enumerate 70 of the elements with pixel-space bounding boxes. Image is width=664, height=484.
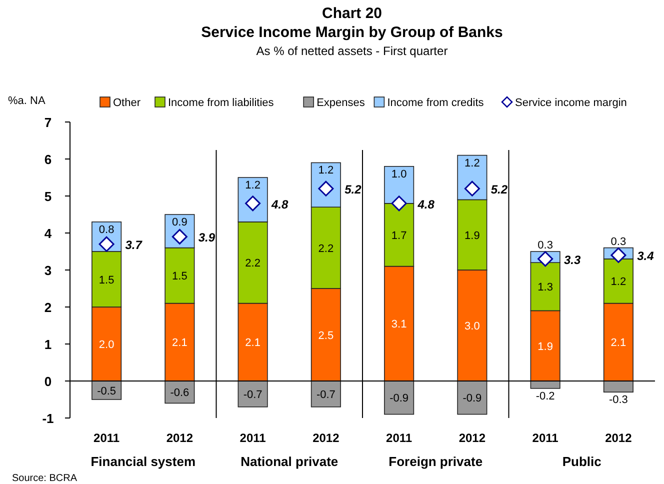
data-label: 1.2 xyxy=(610,276,626,288)
data-label: 3.1 xyxy=(391,318,407,331)
data-label: 3.7 xyxy=(125,238,144,252)
x-tick-label: 2011 xyxy=(240,431,266,445)
data-label: 0.3 xyxy=(610,236,626,248)
legend-label: Other xyxy=(113,97,141,109)
data-label: 1.7 xyxy=(391,230,407,242)
x-tick-label: 2011 xyxy=(386,431,412,445)
data-label: 2.0 xyxy=(98,339,114,351)
data-label: -0.9 xyxy=(462,392,482,405)
data-label: 1.5 xyxy=(98,274,114,286)
y-tick-label: 1 xyxy=(44,337,52,352)
data-label: 2.5 xyxy=(318,330,334,342)
data-label: 1.2 xyxy=(245,180,260,192)
data-label: 2.1 xyxy=(245,337,260,350)
data-label: 2.1 xyxy=(172,337,188,350)
data-label: 4.8 xyxy=(416,197,435,212)
data-label: 0.8 xyxy=(98,224,114,236)
data-label: 5.2 xyxy=(344,182,362,197)
chart-subtitle: As % of netted assets - First quarter xyxy=(256,44,448,58)
data-label: -0.5 xyxy=(97,385,116,398)
data-label: 1.3 xyxy=(538,282,553,294)
y-tick-label: 2 xyxy=(44,300,52,315)
x-tick-label: 2012 xyxy=(458,431,486,445)
y-tick-label: 7 xyxy=(44,115,52,130)
data-label: 3.4 xyxy=(637,249,654,264)
y-tick-label: 4 xyxy=(44,226,52,241)
data-label: -0.7 xyxy=(316,388,336,401)
y-axis-title: %a. NA xyxy=(8,95,46,107)
text: National private xyxy=(240,454,338,469)
x-tick-label: 2011 xyxy=(94,431,120,445)
y-tick-label: 5 xyxy=(44,189,52,204)
text: Public xyxy=(562,454,602,469)
data-label: 5.2 xyxy=(490,182,508,197)
text: Financial system xyxy=(90,454,196,469)
x-tick-label: 2012 xyxy=(312,431,340,445)
data-label: 3.0 xyxy=(464,320,480,332)
legend-label: Income from liabilities xyxy=(168,97,274,109)
data-label: 1.5 xyxy=(172,270,188,283)
y-tick-label: -1 xyxy=(42,411,54,426)
data-label: 1.0 xyxy=(391,168,407,180)
data-label: 3.3 xyxy=(564,252,581,267)
chart-title: Chart 20 Service Income Margin by Group of Banks xyxy=(201,5,503,41)
data-label: -0.3 xyxy=(608,394,628,406)
data-label: 3.9 xyxy=(198,230,216,245)
legend-label: Expenses xyxy=(316,97,366,109)
data-label: 0.9 xyxy=(172,216,188,228)
data-label: 1.9 xyxy=(538,340,553,353)
data-label: 1.9 xyxy=(464,230,480,242)
data-label: 0.3 xyxy=(538,240,553,252)
legend-label: Income from credits xyxy=(387,97,484,109)
source-note: Source: BCRA xyxy=(12,473,78,484)
data-label: 2.2 xyxy=(318,242,334,255)
y-tick-label: 3 xyxy=(44,263,52,278)
x-tick-label: 2011 xyxy=(532,431,559,445)
data-label: -0.6 xyxy=(170,387,190,400)
x-tick-label: 2012 xyxy=(605,431,632,445)
text: Foreign private xyxy=(388,454,483,469)
data-label: 4.8 xyxy=(270,197,288,212)
data-label: 1.2 xyxy=(318,164,334,177)
x-tick-label: 2012 xyxy=(166,431,194,445)
data-label: -0.9 xyxy=(390,392,409,405)
data-label: 1.2 xyxy=(464,157,480,170)
data-label: 2.1 xyxy=(610,337,626,350)
y-tick-label: 6 xyxy=(44,152,52,167)
data-label: -0.2 xyxy=(536,390,555,402)
data-label: -0.7 xyxy=(243,388,262,401)
y-tick-label: 0 xyxy=(44,374,52,389)
data-label: 2.2 xyxy=(245,258,260,270)
legend-label: Service income margin xyxy=(515,97,627,109)
